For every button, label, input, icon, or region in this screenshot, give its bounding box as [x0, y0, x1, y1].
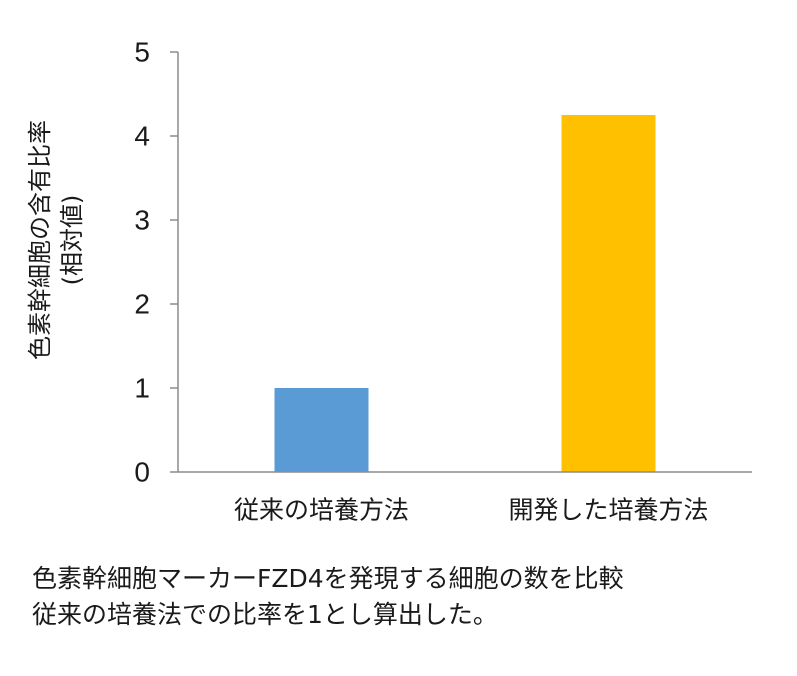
y-tick-label: 3: [134, 205, 150, 236]
bar-1: [274, 388, 369, 472]
y-tick-label: 1: [134, 373, 150, 404]
caption-line-1: 色素幹細胞マーカーFZD4を発現する細胞の数を比較: [32, 564, 624, 593]
y-axis-label: 色素幹細胞の含有比率 (相対値): [26, 120, 86, 360]
caption-line-2: 従来の培養法での比率を1とし算出した。: [32, 600, 498, 629]
bar-2: [561, 115, 656, 472]
y-axis-label-line-1: 色素幹細胞の含有比率: [26, 120, 54, 360]
y-tick-label: 4: [134, 121, 150, 152]
y-tick-label: 5: [134, 37, 150, 68]
bar-chart: 色素幹細胞の含有比率 (相対値) 0 1 2 3 4 5 従来の培養方法 開発した培養方法: [26, 37, 752, 525]
y-axis-ticks: 0 1 2 3 4 5: [134, 37, 178, 488]
x-category-label: 開発した培養方法: [508, 496, 708, 525]
y-tick-label: 0: [134, 457, 150, 488]
bars: [274, 115, 656, 472]
x-category-label: 従来の培養方法: [234, 496, 409, 525]
y-axis-label-line-2: (相対値): [58, 195, 86, 286]
y-tick-label: 2: [134, 289, 150, 320]
x-axis-labels: 従来の培養方法 開発した培養方法: [234, 496, 709, 525]
